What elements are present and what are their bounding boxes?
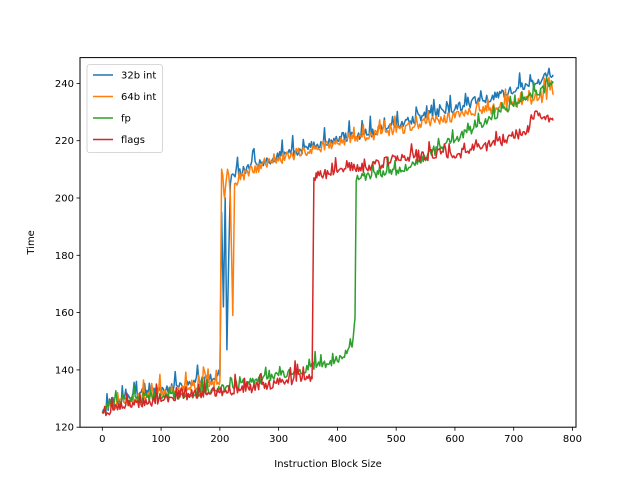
y-tick-label: 160 <box>55 308 74 319</box>
legend-label: flags <box>121 135 145 146</box>
x-tick-label: 800 <box>563 434 582 445</box>
y-tick-label: 120 <box>55 423 74 434</box>
x-tick-label: 0 <box>99 434 105 445</box>
legend-label: fp <box>121 114 131 125</box>
x-axis-label: Instruction Block Size <box>274 459 381 470</box>
x-tick-label: 600 <box>445 434 464 445</box>
x-tick-label: 400 <box>328 434 347 445</box>
x-tick-label: 200 <box>210 434 229 445</box>
series-line-3 <box>102 110 554 417</box>
legend-label: 64b int <box>121 92 156 103</box>
series-line-2 <box>101 76 554 414</box>
y-tick-label: 240 <box>55 79 74 90</box>
plot-frame <box>79 57 577 428</box>
y-tick-label: 220 <box>55 136 74 147</box>
series-layer <box>101 67 554 417</box>
x-tick-label: 500 <box>387 434 406 445</box>
legend-label: 32b int <box>121 71 156 82</box>
y-tick-label: 140 <box>55 365 74 376</box>
series-line-1 <box>102 76 554 414</box>
x-tick-label: 700 <box>504 434 523 445</box>
x-axis: 0 100 200 300 400 500 600 700 800 <box>99 427 582 445</box>
y-tick-label: 200 <box>55 193 74 204</box>
x-tick-label: 100 <box>152 434 171 445</box>
legend: 32b int 64b int fp flags <box>86 64 163 153</box>
y-axis-label: Time <box>26 230 37 255</box>
y-axis: 120 140 160 180 200 220 240 <box>55 79 80 434</box>
legend-box <box>86 64 163 153</box>
series-line-0 <box>101 67 554 414</box>
y-tick-label: 180 <box>55 251 74 262</box>
x-tick-label: 300 <box>269 434 288 445</box>
